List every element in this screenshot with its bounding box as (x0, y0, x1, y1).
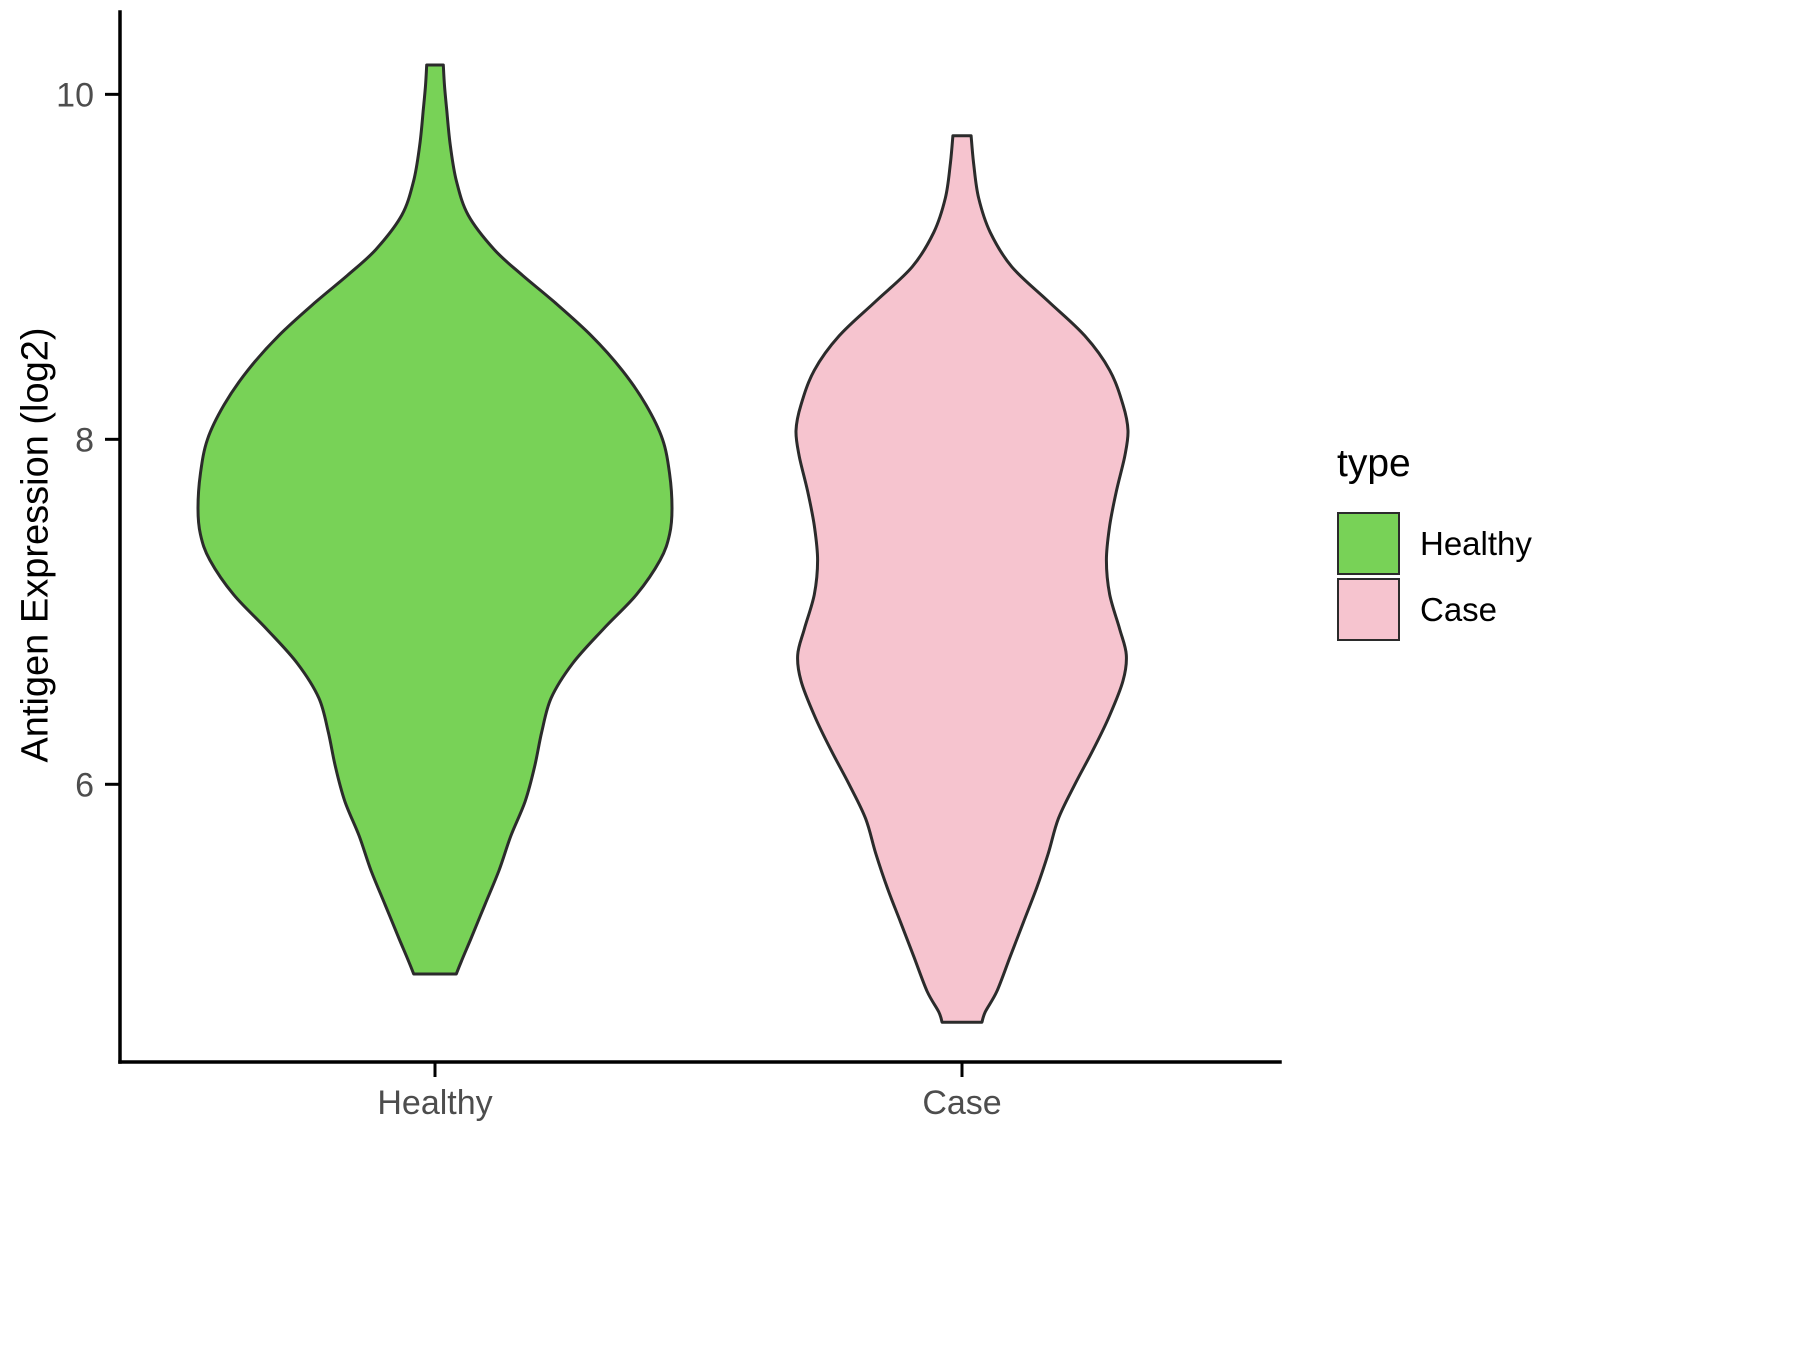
y-tick-label-6: 6 (75, 766, 94, 804)
legend: type Healthy Case (1337, 442, 1532, 644)
legend-entry-healthy: Healthy (1337, 512, 1532, 575)
violin-healthy (196, 63, 674, 976)
y-tick-label-10: 10 (56, 76, 94, 114)
y-tick-label-8: 8 (75, 421, 94, 459)
legend-swatch-case (1337, 578, 1400, 641)
legend-label-case: Case (1420, 590, 1498, 628)
legend-swatch-healthy (1337, 512, 1400, 575)
legend-label-healthy: Healthy (1420, 524, 1532, 562)
x-tick-label-healthy: Healthy (377, 1084, 492, 1122)
legend-entry-case: Case (1337, 578, 1532, 641)
legend-entries: Healthy Case (1337, 512, 1532, 641)
violin-case (794, 134, 1130, 1024)
x-tick-label-case: Case (922, 1084, 1001, 1122)
legend-title: type (1337, 442, 1411, 485)
y-axis-title: Antigen Expression (log2) (14, 327, 57, 763)
